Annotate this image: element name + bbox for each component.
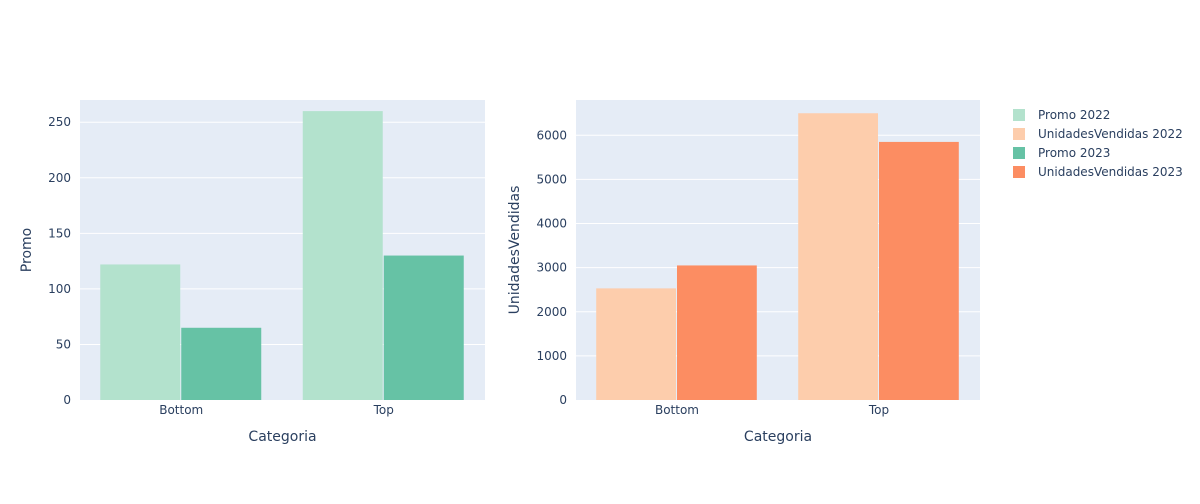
y-tick-label: 6000 — [536, 128, 567, 142]
y-axis-title: Promo — [19, 228, 35, 272]
bar-unidadesvendidas-2022-top — [798, 113, 878, 400]
legend-label: Promo 2022 — [1038, 108, 1110, 122]
y-tick-label: 3000 — [536, 261, 567, 275]
y-tick-label: 200 — [48, 171, 71, 185]
bar-promo-2022-top — [302, 111, 383, 400]
right-chart-panel: 0 1000 2000 3000 4000 5000 6000 Bottom Top Catego… — [507, 100, 980, 445]
x-tick-label: Top — [868, 403, 889, 417]
y-tick-label: 1000 — [536, 349, 567, 363]
y-axis-title: UnidadesVendidas — [507, 186, 523, 315]
x-tick-label: Bottom — [159, 403, 203, 417]
legend-swatch — [1013, 166, 1025, 178]
x-tick-label: Top — [373, 403, 394, 417]
bar-unidadesvendidas-2023-bottom — [677, 265, 757, 400]
y-tick-label: 50 — [56, 337, 71, 351]
legend-label: UnidadesVendidas 2022 — [1038, 127, 1183, 141]
legend-swatch — [1013, 128, 1025, 140]
legend-swatch — [1013, 109, 1025, 121]
y-tick-label: 4000 — [536, 217, 567, 231]
x-tick-label: Bottom — [655, 403, 699, 417]
bar-promo-2022-bottom — [100, 264, 181, 400]
y-tick-label: 250 — [48, 115, 71, 129]
legend: Promo 2022 UnidadesVendidas 2022 Promo 202… — [1013, 108, 1183, 179]
y-tick-label: 100 — [48, 282, 71, 296]
y-tick-label: 0 — [559, 393, 567, 407]
y-tick-label: 0 — [63, 393, 71, 407]
y-tick-label: 2000 — [536, 305, 567, 319]
x-axis-title: Categoria — [248, 429, 316, 445]
bar-unidadesvendidas-2022-bottom — [596, 288, 676, 400]
left-chart-panel: 0 50 100 150 200 250 Bottom Top Categoria Promo — [19, 100, 485, 445]
legend-label: UnidadesVendidas 2023 — [1038, 165, 1183, 179]
y-tick-label: 5000 — [536, 172, 567, 186]
bar-unidadesvendidas-2023-top — [879, 141, 959, 401]
bar-promo-2023-top — [383, 255, 464, 400]
bar-promo-2023-bottom — [181, 327, 262, 400]
legend-label: Promo 2023 — [1038, 146, 1110, 160]
x-axis-title: Categoria — [744, 429, 812, 445]
legend-swatch — [1013, 147, 1025, 159]
y-tick-label: 150 — [48, 226, 71, 240]
